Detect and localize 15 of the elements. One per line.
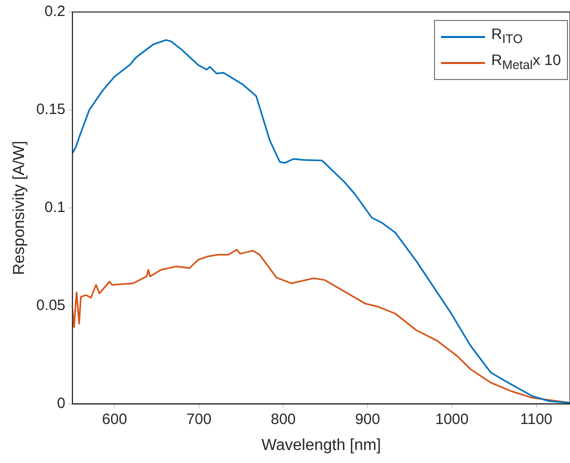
x-tick-label: 1000 xyxy=(435,410,469,428)
legend-label: R$_{Metal}$x 10 xyxy=(491,51,561,74)
x-tick-label: 700 xyxy=(186,410,212,428)
x-tick-label: 1100 xyxy=(520,410,552,428)
y-tick-label: 0.2 xyxy=(44,3,66,20)
x-tick-label: 900 xyxy=(355,410,380,428)
legend-label: R$_{ITO}$ xyxy=(491,25,523,48)
x-axis-title: Wavelength [nm] xyxy=(261,436,381,454)
x-tick-label: 600 xyxy=(102,410,128,428)
y-tick-label: 0.05 xyxy=(36,296,66,314)
y-axis-title: Responsivity [A/W] xyxy=(11,140,28,276)
y-tick-label: 0.15 xyxy=(36,101,66,118)
x-tick-label: 800 xyxy=(270,410,296,428)
y-tick-label: 0.1 xyxy=(44,199,66,216)
y-tick-label: 0 xyxy=(57,394,66,412)
